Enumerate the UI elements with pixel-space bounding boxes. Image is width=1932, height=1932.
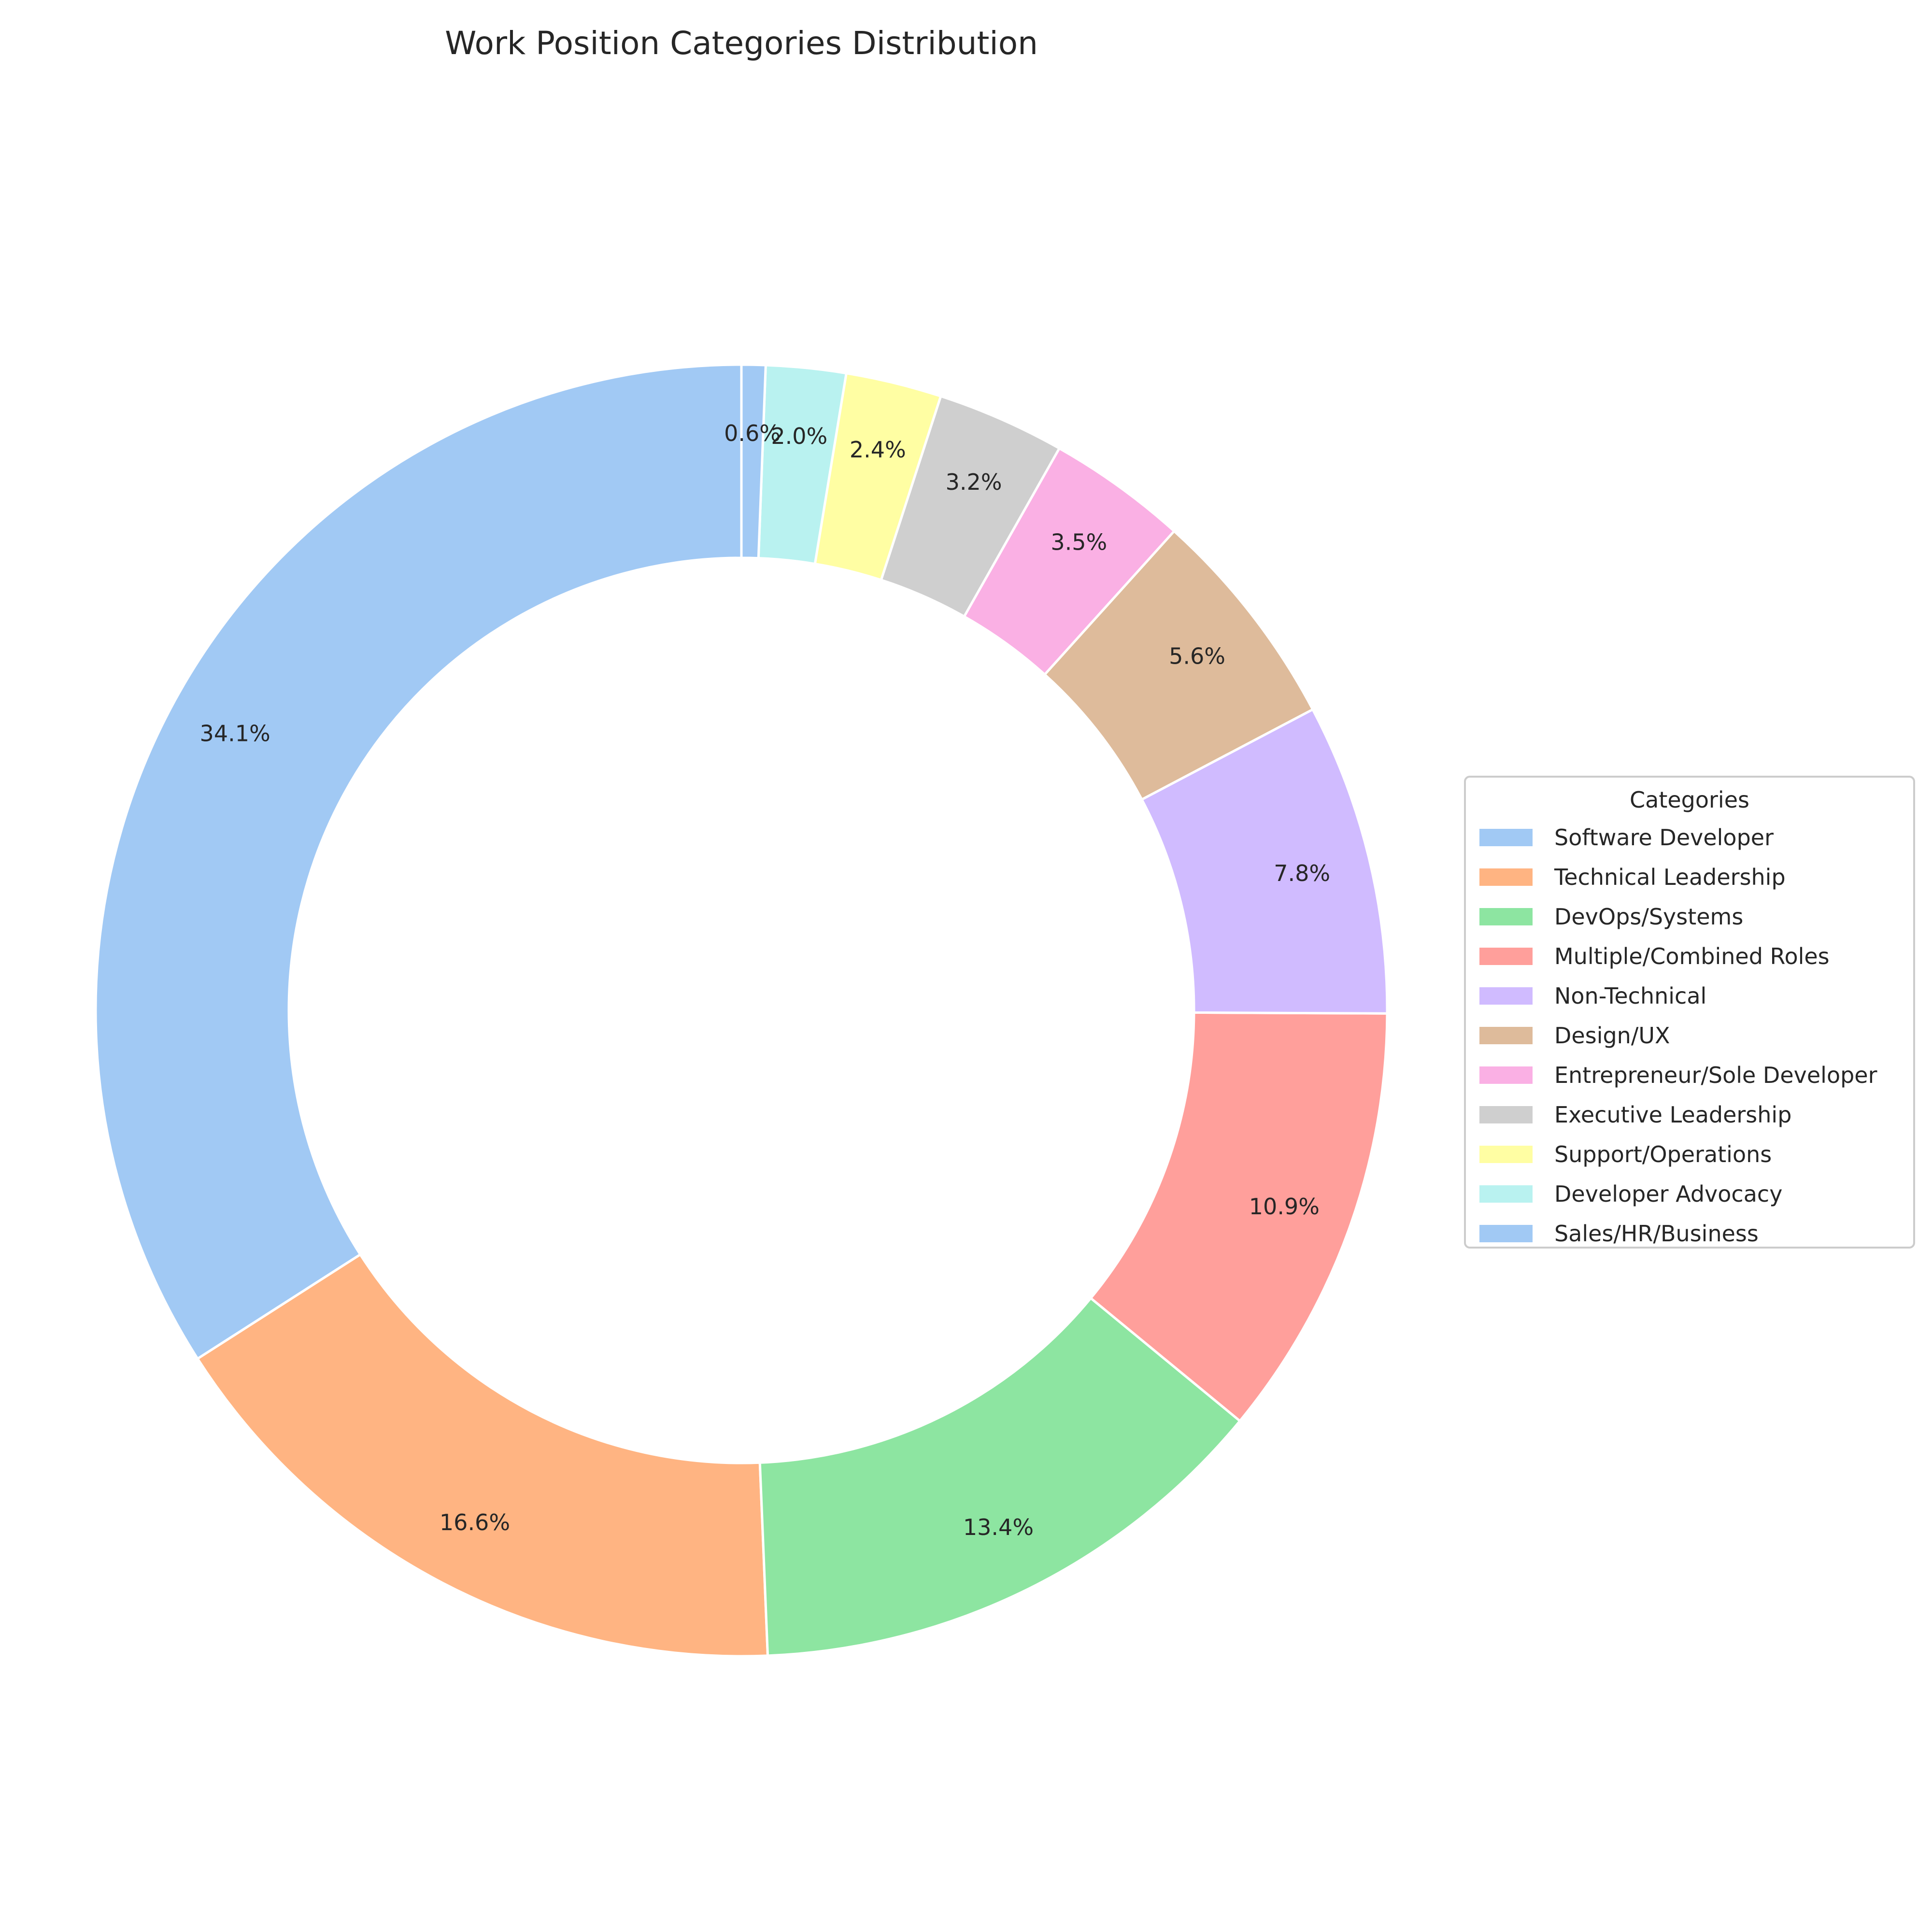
legend-swatch (1479, 868, 1533, 886)
legend-swatch (1479, 1027, 1533, 1044)
legend-entry-label: Multiple/Combined Roles (1554, 943, 1830, 969)
legend-swatch (1479, 1225, 1533, 1242)
pct-label: 7.8% (1274, 860, 1330, 886)
legend: Categories Software Developer Technical L… (1464, 776, 1915, 1249)
pct-label: 0.6% (724, 420, 781, 446)
legend-swatch (1479, 908, 1533, 925)
legend-title: Categories (1630, 787, 1749, 813)
legend-entry-label: Sales/HR/Business (1554, 1221, 1759, 1247)
slice-software-developer (94, 363, 743, 1361)
chart-title: Work Position Categories Distribution (445, 25, 1038, 62)
legend-swatch (1479, 1185, 1533, 1203)
pct-label: 2.4% (850, 437, 906, 463)
legend-swatch (1479, 1106, 1533, 1123)
slice-multiple-combined-roles (1089, 1011, 1389, 1423)
slices-group (94, 363, 1389, 1658)
legend-entry-label: Developer Advocacy (1554, 1181, 1782, 1207)
legend-swatch (1479, 1146, 1533, 1163)
legend-entry-label: Support/Operations (1554, 1141, 1772, 1167)
pct-label: 10.9% (1249, 1193, 1320, 1220)
legend-entry-label: Entrepreneur/Sole Developer (1554, 1062, 1877, 1088)
pct-label: 5.6% (1169, 643, 1225, 669)
legend-swatch (1479, 948, 1533, 965)
pct-label: 34.1% (200, 720, 270, 746)
legend-entry-label: Design/UX (1554, 1023, 1670, 1049)
pct-label: 16.6% (440, 1509, 510, 1535)
legend-items: Software Developer Technical Leadership De… (1479, 824, 1877, 1247)
legend-entry-label: Executive Leadership (1554, 1102, 1791, 1128)
slice-sales-hr-business (740, 363, 767, 560)
pct-label: 13.4% (963, 1514, 1034, 1540)
legend-frame (1464, 776, 1915, 1249)
legend-entry-label: DevOps/Systems (1554, 904, 1743, 930)
slice-technical-leadership (196, 1252, 769, 1658)
legend-swatch (1479, 987, 1533, 1005)
pct-label: 2.0% (771, 423, 827, 449)
legend-entry-label: Non-Technical (1554, 983, 1706, 1009)
pct-labels-group: 34.1% 16.6% 13.4% 10.9% 7.8% 5.6% 3.5% 3.2% 2.4%… (200, 420, 1331, 1540)
pct-label: 3.2% (946, 469, 1002, 495)
legend-entry-label: Software Developer (1554, 824, 1774, 851)
legend-swatch (1479, 829, 1533, 846)
legend-entry-label: Technical Leadership (1554, 864, 1786, 890)
legend-swatch (1479, 1066, 1533, 1084)
pct-label: 3.5% (1051, 529, 1107, 555)
slice-devops-systems (758, 1296, 1242, 1657)
